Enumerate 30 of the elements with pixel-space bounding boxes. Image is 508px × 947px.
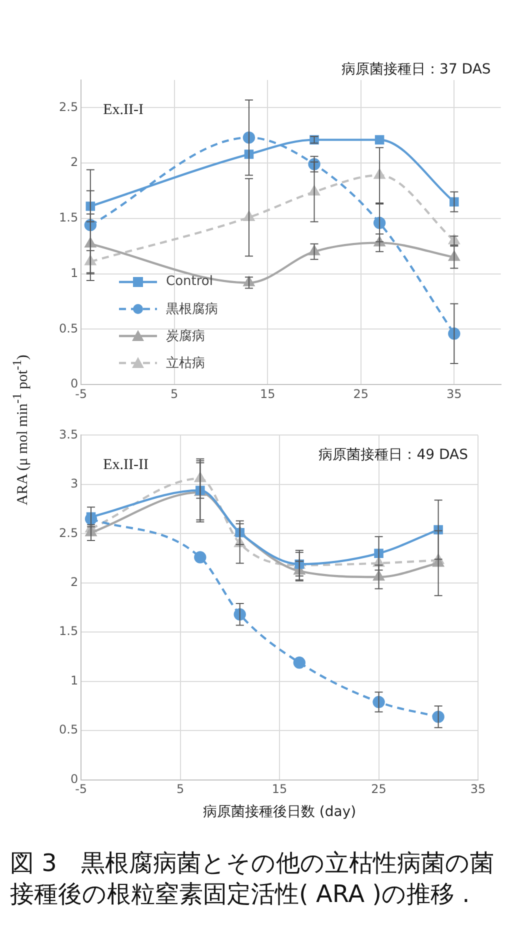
y-tick-label: 2.5 [58,526,78,540]
x-axis-title: 病原菌接種後日数 (day) [202,804,356,820]
y-tick-label: 1.5 [58,624,78,638]
annotation: 病原菌接種日：49 DAS [318,446,468,463]
annotation: Ex.II-II [103,457,148,474]
x-tick-label: 5 [170,386,178,401]
caption: 図 3 黒根腐病菌とその他の立枯性病菌の菌接種後の根粒窒素固定活性( ARA )の推移 . [10,848,495,910]
y-tick-label: 0.5 [58,722,78,737]
annotation: Ex.II-I [103,102,144,118]
legend-label: Control [166,274,213,289]
y-tick-label: 3.5 [58,427,78,442]
legend-label: 黒根腐病 [166,300,218,318]
x-tick-label: 25 [371,782,386,796]
x-tick-label: 15 [272,782,288,796]
x-tick-label: 35 [470,782,486,796]
x-tick-label: 35 [446,386,462,401]
legend-label: 立枯病 [166,354,205,372]
legend-label: 炭腐病 [166,328,205,344]
y-tick-label: 2 [70,575,78,590]
x-tick-label: 15 [260,386,276,401]
y-tick-label: 1 [70,673,78,688]
y-tick-label: 1.5 [58,210,78,225]
y-tick-label: 0.5 [58,321,78,336]
x-tick-label: 25 [353,386,369,401]
y-tick-label: 3 [70,476,78,491]
x-tick-label: 5 [176,782,184,796]
text: 病原菌接種日：37 DAS [342,62,491,78]
y-tick-label: 2 [70,155,78,170]
y-tick-label: 1 [70,266,78,280]
y-tick-label: 2.5 [58,100,78,114]
